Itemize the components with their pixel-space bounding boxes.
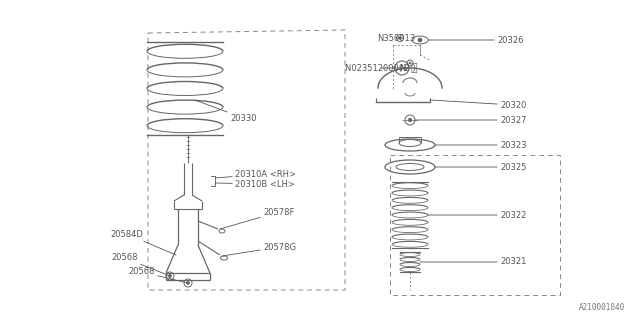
Text: 20325: 20325	[435, 163, 526, 172]
Text: 20568: 20568	[129, 268, 188, 283]
Text: 20578F: 20578F	[220, 207, 294, 229]
Text: 20568: 20568	[111, 253, 170, 276]
Text: 20321: 20321	[420, 258, 526, 267]
Text: 20327: 20327	[415, 116, 527, 124]
Text: 20320: 20320	[430, 100, 526, 109]
Text: 20323: 20323	[435, 140, 527, 149]
Text: N: N	[399, 63, 405, 73]
Circle shape	[186, 282, 189, 284]
Circle shape	[168, 275, 172, 277]
Circle shape	[418, 38, 422, 42]
Circle shape	[399, 37, 401, 39]
Circle shape	[408, 118, 412, 122]
Circle shape	[409, 62, 411, 64]
Text: 20326: 20326	[428, 36, 524, 44]
Text: N023512000( 2 ): N023512000( 2 )	[345, 63, 416, 73]
Text: 20584D: 20584D	[110, 229, 176, 255]
Text: 20310B <LH>: 20310B <LH>	[215, 180, 295, 188]
Text: N350013: N350013	[377, 34, 415, 43]
Text: 20310A <RH>: 20310A <RH>	[215, 170, 296, 179]
Text: 20330: 20330	[195, 100, 257, 123]
Text: 20578G: 20578G	[222, 243, 296, 256]
Text: A210001040: A210001040	[579, 303, 625, 312]
Text: Ⓝ: Ⓝ	[411, 63, 417, 73]
Text: 20322: 20322	[428, 211, 526, 220]
